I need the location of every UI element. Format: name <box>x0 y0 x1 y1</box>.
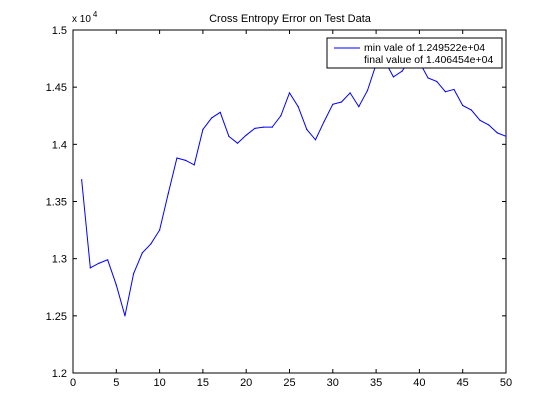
x-tick-label: 0 <box>70 377 76 389</box>
x-tick-label: 10 <box>153 377 165 389</box>
x-tick-label: 20 <box>240 377 252 389</box>
x-tick-label: 15 <box>197 377 209 389</box>
data-point <box>496 132 498 134</box>
data-point <box>340 101 343 103</box>
data-point <box>306 128 308 131</box>
data-point <box>107 259 109 261</box>
data-point <box>141 252 143 254</box>
plot-area <box>72 29 507 374</box>
data-point <box>176 157 178 159</box>
data-point <box>133 272 135 275</box>
data-point <box>81 179 83 181</box>
y-tick-label: 1.25 <box>46 311 67 323</box>
x-tick-label: 35 <box>370 377 382 389</box>
x-tick-label: 50 <box>500 377 512 389</box>
data-point <box>159 229 161 231</box>
x-tick-label: 5 <box>113 377 119 389</box>
data-point <box>202 128 204 131</box>
series-line <box>81 57 507 316</box>
data-point <box>505 135 507 137</box>
data-point <box>271 126 273 128</box>
data-point <box>288 92 291 94</box>
y-axis-multiplier-exponent: 4 <box>93 10 98 19</box>
data-point <box>228 135 230 137</box>
data-point <box>262 126 265 128</box>
data-point <box>193 164 195 166</box>
y-tick-labels: 1.2 1.25 1.3 1.35 1.4 1.45 1.5 <box>46 25 67 380</box>
y-tick-label: 1.5 <box>52 25 67 37</box>
data-point <box>89 267 91 269</box>
y-tick-label: 1.3 <box>52 254 67 266</box>
data-point <box>124 315 126 317</box>
tick-marks <box>72 29 507 374</box>
y-tick-label: 1.2 <box>52 368 67 380</box>
data-point <box>314 139 317 141</box>
data-point <box>236 142 239 144</box>
chart-title: Cross Entropy Error on Test Data <box>209 13 372 25</box>
x-tick-label: 40 <box>413 377 425 389</box>
x-tick-labels: 0 5 10 15 20 25 30 35 40 45 50 <box>70 377 512 389</box>
data-point <box>427 77 429 79</box>
data-point <box>323 120 325 123</box>
data-point <box>219 111 221 113</box>
y-tick-label: 1.45 <box>46 82 67 94</box>
data-point <box>401 70 403 72</box>
legend-box <box>326 37 503 69</box>
data-point <box>184 159 187 161</box>
legend-entry-final: final value of 1.406454e+04 <box>364 54 493 66</box>
data-point <box>115 284 117 286</box>
data-point <box>479 119 481 121</box>
data-point <box>358 106 360 108</box>
data-point <box>444 91 446 93</box>
data-point <box>210 117 213 119</box>
y-axis-multiplier-base: x 10 <box>72 14 91 25</box>
legend: min vale of 1.249522e+04 final value of … <box>326 37 503 69</box>
y-tick-label: 1.4 <box>52 139 67 151</box>
data-point <box>462 104 464 107</box>
data-point <box>167 192 169 195</box>
data-point <box>254 127 256 129</box>
data-point <box>332 103 334 105</box>
y-tick-label: 1.35 <box>46 197 67 209</box>
data-point <box>280 115 282 117</box>
data-point <box>488 124 490 126</box>
data-point <box>392 76 395 78</box>
series-layer <box>81 57 507 317</box>
data-point <box>150 243 152 245</box>
x-tick-label: 45 <box>457 377 469 389</box>
data-point <box>98 262 100 264</box>
data-point <box>366 89 369 92</box>
data-point <box>453 88 455 91</box>
x-tick-label: 25 <box>283 377 295 389</box>
data-point <box>470 109 472 111</box>
x-tick-label: 30 <box>327 377 339 389</box>
data-point <box>245 134 247 136</box>
data-point <box>297 106 299 108</box>
data-point <box>349 92 351 94</box>
data-point <box>436 80 438 83</box>
y-axis-multiplier: x 10 4 <box>72 10 98 25</box>
legend-entry-min: min vale of 1.249522e+04 <box>364 42 485 54</box>
